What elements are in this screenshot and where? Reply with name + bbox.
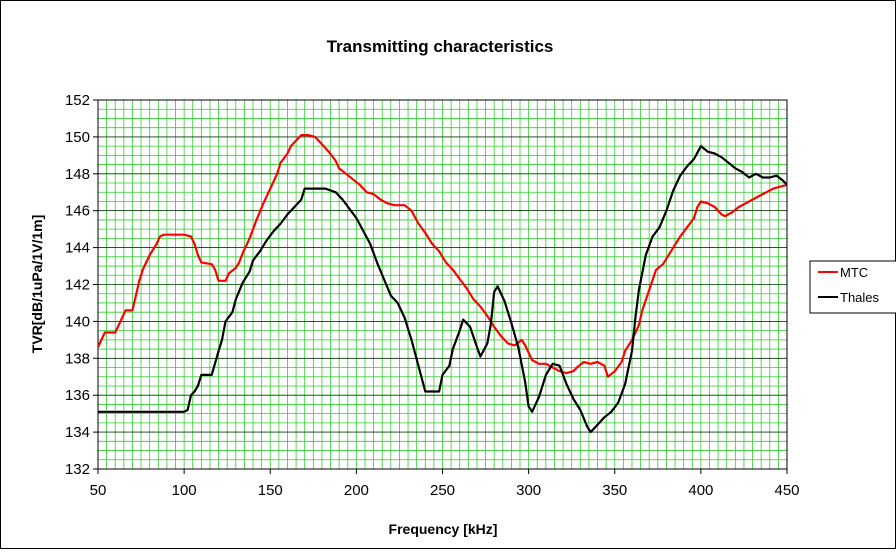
x-tick-label: 250 [430, 482, 455, 499]
legend: MTC Thales [809, 260, 896, 314]
legend-box [809, 260, 896, 314]
y-tick-label: 134 [65, 424, 90, 441]
y-tick-label: 136 [65, 387, 90, 404]
y-tick-label: 148 [65, 166, 90, 183]
y-tick-label: 140 [65, 313, 90, 330]
x-tick-label: 400 [688, 482, 713, 499]
x-axis: 50 100 150 200 250 300 350 400 450 [90, 469, 800, 499]
x-axis-label: Frequency [kHz] [389, 521, 498, 537]
legend-label-mtc: MTC [840, 265, 868, 280]
y-tick-label: 146 [65, 203, 90, 220]
chart-title: Transmitting characteristics [327, 37, 554, 56]
x-tick-label: 150 [258, 482, 283, 499]
y-axis-label: TVR[dB/1uPa/1V/1m] [29, 215, 45, 353]
x-tick-label: 450 [774, 482, 799, 499]
y-tick-label: 138 [65, 350, 90, 367]
y-tick-label: 144 [65, 240, 90, 257]
x-tick-label: 300 [516, 482, 541, 499]
x-tick-label: 50 [90, 482, 107, 499]
series-line-thales [98, 145, 788, 434]
y-tick-label: 150 [65, 129, 90, 146]
x-tick-label: 200 [344, 482, 369, 499]
x-tick-label: 100 [172, 482, 197, 499]
y-tick-label: 142 [65, 277, 90, 294]
series-layer [97, 134, 788, 434]
y-tick-label: 152 [65, 92, 90, 109]
y-tick-label: 132 [65, 461, 90, 478]
x-tick-label: 350 [602, 482, 627, 499]
legend-label-thales: Thales [840, 290, 880, 305]
series-line-mtc [97, 134, 788, 378]
y-axis: 132 134 136 138 140 142 144 146 148 150 152 [65, 92, 98, 478]
